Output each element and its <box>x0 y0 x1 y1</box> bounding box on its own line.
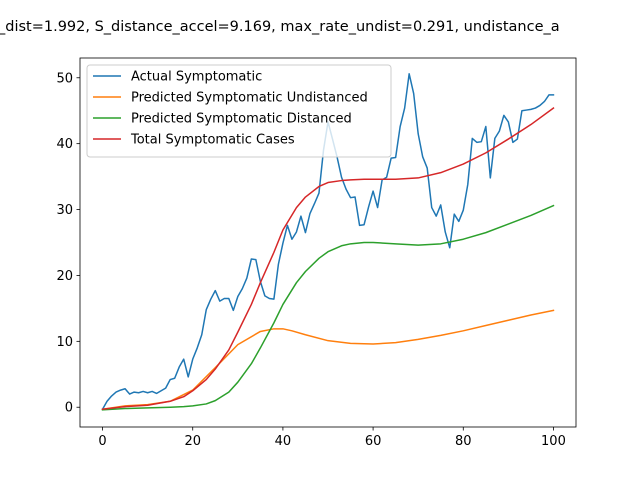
y-tick-label: 50 <box>56 71 73 86</box>
legend: Actual Symptomatic Predicted Symptomatic … <box>86 64 392 158</box>
x-tick-label: 0 <box>98 434 106 449</box>
chart-title: _dist=1.992, S_distance_accel=9.169, max… <box>0 19 560 35</box>
x-tick-label: 80 <box>455 434 472 449</box>
y-tick-label: 20 <box>56 269 73 284</box>
x-tick-label: 100 <box>541 434 566 449</box>
series-line-3 <box>101 107 555 411</box>
y-axis: 0 10 20 30 40 50 <box>56 71 80 416</box>
plot-frame <box>79 57 577 428</box>
series-line-1 <box>101 309 555 411</box>
y-tick-label: 40 <box>56 137 73 152</box>
x-tick-label: 20 <box>184 434 201 449</box>
legend-label: Actual Symptomatic <box>131 70 262 85</box>
x-tick-label: 60 <box>365 434 382 449</box>
legend-label: Predicted Symptomatic Undistanced <box>131 91 368 106</box>
y-tick-label: 10 <box>56 335 73 350</box>
series-line-2 <box>101 204 555 411</box>
legend-label: Total Symptomatic Cases <box>130 133 295 148</box>
x-axis: 0 20 40 60 80 100 <box>98 427 566 449</box>
y-tick-label: 30 <box>56 203 73 218</box>
legend-label: Predicted Symptomatic Distanced <box>131 112 352 127</box>
x-tick-label: 40 <box>275 434 292 449</box>
legend-box <box>86 64 392 158</box>
y-tick-label: 0 <box>65 401 73 416</box>
